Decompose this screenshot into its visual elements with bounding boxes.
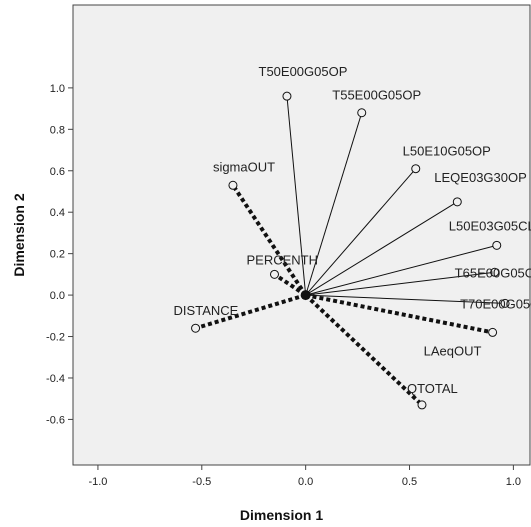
point-marker [417, 400, 427, 410]
dashed-vector [273, 272, 307, 297]
y-tick-label: 0.6 [50, 166, 65, 178]
y-tick-label: -0.2 [46, 332, 65, 344]
point-marker [488, 327, 498, 337]
solid-vector [305, 294, 506, 304]
y-tick-label: 0.2 [50, 249, 65, 261]
point-marker [228, 180, 238, 190]
x-tick-label: -1.0 [88, 476, 107, 488]
point-label: T70E00G05OP [460, 296, 531, 311]
y-axis: -0.6 -0.4 -0.2 0.0 0.2 0.4 0.6 0.8 1.0 [46, 83, 73, 426]
point-marker [191, 323, 201, 333]
vectors [194, 96, 506, 407]
y-tick-label: 0.0 [50, 290, 65, 302]
point-marker [282, 91, 292, 101]
dashed-vector [194, 293, 307, 331]
point-label: DISTANCE [174, 303, 239, 318]
solid-vector [305, 271, 495, 296]
solid-vector [305, 244, 497, 296]
point-marker [490, 267, 500, 277]
solid-vector [305, 112, 363, 296]
y-tick-label: 0.4 [50, 207, 65, 219]
point-label: L50E03G05CL [449, 218, 531, 233]
solid-vector [305, 201, 458, 296]
point-marker [411, 164, 421, 174]
dashed-vector [305, 293, 494, 335]
origin-marker [300, 290, 311, 301]
plot-area [72, 4, 531, 466]
solid-vector [305, 168, 417, 296]
y-tick-label: -0.4 [46, 373, 65, 385]
dashed-vector [231, 184, 308, 297]
point-marker [500, 298, 510, 308]
point-label: QTOTAL [407, 381, 458, 396]
x-tick-label: 1.0 [506, 476, 521, 488]
y-tick-label: 1.0 [50, 83, 65, 95]
point-label: LAeqOUT [424, 343, 482, 358]
markers [191, 91, 510, 410]
x-tick-label: -0.5 [192, 476, 211, 488]
x-axis: -1.0 -0.5 0.0 0.5 1.0 [88, 465, 521, 488]
point-labels: T50E00G05OP T55E00G05OP L50E10G05OP LEQE03G… [174, 64, 531, 396]
solid-vector [286, 96, 307, 296]
point-marker [492, 240, 502, 250]
point-label: T55E00G05OP [332, 88, 421, 103]
x-tick-label: 0.0 [298, 476, 313, 488]
point-marker [357, 108, 367, 118]
point-label: T65E00G05OP [455, 265, 531, 280]
x-tick-label: 0.5 [402, 476, 417, 488]
point-label: LEQE03G30OP [434, 170, 526, 185]
y-axis-title: Dimension 2 [11, 193, 27, 276]
point-label: T50E00G05OP [259, 64, 348, 79]
y-tick-label: -0.6 [46, 414, 65, 426]
point-label: sigmaOUT [213, 159, 275, 174]
dashed-vector [304, 293, 424, 407]
point-marker [452, 197, 462, 207]
y-tick-label: 0.8 [50, 124, 65, 136]
x-axis-title: Dimension 1 [240, 507, 323, 523]
point-marker [269, 269, 279, 279]
point-label: PERCENTH [246, 252, 318, 267]
point-label: L50E10G05OP [403, 144, 491, 159]
